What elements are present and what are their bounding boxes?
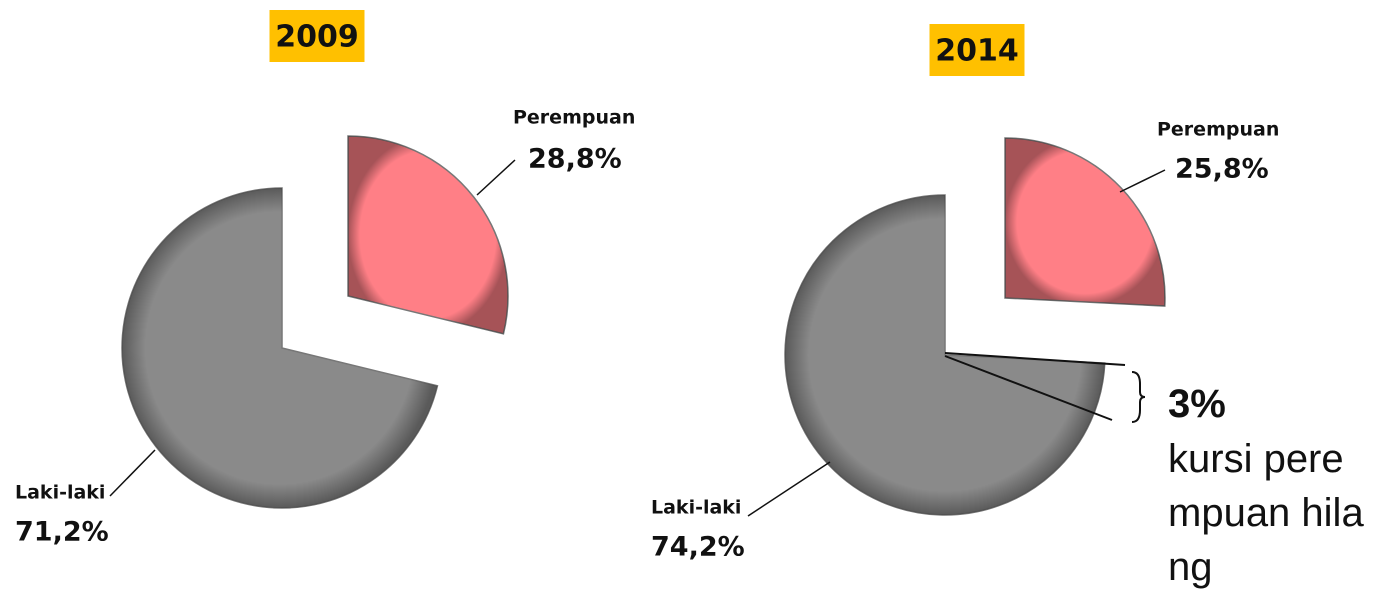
slice-shade: [122, 188, 438, 509]
slice-label: Laki-laki: [15, 482, 105, 504]
annotation-lines: [944, 352, 1146, 423]
chart-title: 2009: [275, 20, 359, 55]
slice-shade: [785, 195, 1105, 515]
title-box: [269, 10, 365, 62]
leader-line: [476, 159, 516, 196]
value-label: 28,8%: [528, 144, 622, 175]
slice-label: Perempuan: [513, 107, 635, 129]
title-box: [929, 24, 1025, 76]
leader-line: [109, 449, 156, 497]
slice-shade: [348, 136, 509, 334]
value-label: 74,2%: [651, 532, 745, 563]
slice-shade: [1005, 138, 1165, 307]
chart-title: 2014: [935, 34, 1019, 69]
annotation-text: kursi perempuan hilang: [1168, 437, 1364, 589]
slice-label: Laki-laki: [651, 497, 741, 519]
leader-line: [747, 461, 831, 517]
slice-label: Perempuan: [1157, 119, 1279, 141]
value-label: 71,2%: [15, 517, 109, 548]
leader-line: [1119, 169, 1166, 193]
value-label: 25,8%: [1175, 154, 1269, 185]
annotation-value: 3%: [1168, 382, 1226, 426]
